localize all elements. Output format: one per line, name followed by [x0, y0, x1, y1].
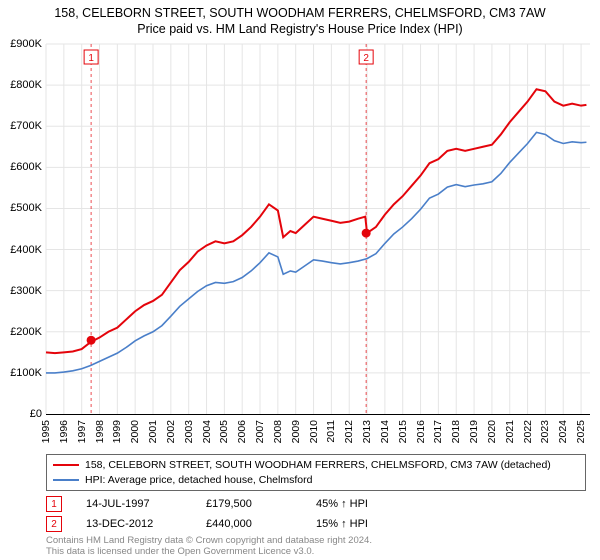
title-line-2: Price paid vs. HM Land Registry's House … [0, 22, 600, 38]
sale-row: 1 14-JUL-1997£179,50045% ↑ HPI [46, 494, 586, 514]
sales-table: 1 14-JUL-1997£179,50045% ↑ HPI 2 13-DEC-201… [46, 494, 586, 534]
x-tick-label: 2017 [432, 420, 444, 443]
y-tick-label: £200K [10, 326, 42, 338]
x-tick-label: 1995 [40, 420, 52, 443]
y-tick-label: £800K [10, 79, 42, 91]
plot-svg: 12 [46, 44, 590, 414]
title-block: 158, CELEBORN STREET, SOUTH WOODHAM FERR… [0, 0, 600, 37]
x-tick-label: 2020 [486, 420, 498, 443]
x-tick-label: 2016 [415, 420, 427, 443]
plot-area: 12 [46, 44, 590, 415]
x-tick-label: 2024 [557, 420, 569, 443]
x-tick-label: 2012 [343, 420, 355, 443]
x-tick-label: 2008 [272, 420, 284, 443]
sale-date: 14-JUL-1997 [86, 498, 206, 510]
attribution: Contains HM Land Registry data © Crown c… [46, 536, 372, 558]
y-tick-label: £900K [10, 38, 42, 50]
chart-container: 158, CELEBORN STREET, SOUTH WOODHAM FERR… [0, 0, 600, 560]
x-tick-label: 2021 [504, 420, 516, 443]
x-tick-label: 2022 [522, 420, 534, 443]
x-tick-label: 2019 [468, 420, 480, 443]
x-tick-label: 2001 [147, 420, 159, 443]
title-line-1: 158, CELEBORN STREET, SOUTH WOODHAM FERR… [0, 6, 600, 22]
x-tick-label: 2007 [254, 420, 266, 443]
y-tick-label: £100K [10, 367, 42, 379]
y-axis: £0£100K£200K£300K£400K£500K£600K£700K£80… [0, 44, 46, 414]
x-axis: 1995199619971998199920002001200220032004… [46, 414, 590, 454]
x-tick-label: 2003 [183, 420, 195, 443]
sale-diff: 45% ↑ HPI [316, 498, 368, 510]
sale-price: £179,500 [206, 498, 316, 510]
sale-marker-box: 1 [46, 496, 62, 512]
sale-date: 13-DEC-2012 [86, 518, 206, 530]
legend-row-property: 158, CELEBORN STREET, SOUTH WOODHAM FERR… [53, 458, 579, 473]
x-tick-label: 2014 [379, 420, 391, 443]
y-tick-label: £0 [30, 408, 42, 420]
svg-text:2: 2 [363, 53, 369, 64]
x-tick-label: 2005 [218, 420, 230, 443]
x-tick-label: 1998 [94, 420, 106, 443]
legend-swatch-hpi [53, 479, 79, 481]
x-tick-label: 2023 [539, 420, 551, 443]
sale-diff: 15% ↑ HPI [316, 518, 368, 530]
legend-label-hpi: HPI: Average price, detached house, Chel… [85, 473, 312, 488]
sale-marker-box: 2 [46, 516, 62, 532]
svg-text:1: 1 [88, 53, 94, 64]
legend-swatch-property [53, 464, 79, 466]
y-tick-label: £600K [10, 161, 42, 173]
x-tick-label: 2004 [201, 420, 213, 443]
x-tick-label: 2018 [450, 420, 462, 443]
legend-label-property: 158, CELEBORN STREET, SOUTH WOODHAM FERR… [85, 458, 551, 473]
x-tick-label: 2009 [290, 420, 302, 443]
x-tick-label: 2013 [361, 420, 373, 443]
x-tick-label: 1997 [76, 420, 88, 443]
x-tick-label: 2002 [165, 420, 177, 443]
x-tick-label: 2000 [129, 420, 141, 443]
sale-row: 2 13-DEC-2012£440,00015% ↑ HPI [46, 514, 586, 534]
x-tick-label: 2011 [325, 420, 337, 443]
y-tick-label: £400K [10, 244, 42, 256]
x-tick-label: 1996 [58, 420, 70, 443]
x-tick-label: 2006 [236, 420, 248, 443]
attribution-line-2: This data is licensed under the Open Gov… [46, 547, 372, 558]
x-tick-label: 2025 [575, 420, 587, 443]
x-tick-label: 2015 [397, 420, 409, 443]
y-tick-label: £500K [10, 202, 42, 214]
y-tick-label: £700K [10, 120, 42, 132]
sale-price: £440,000 [206, 518, 316, 530]
legend: 158, CELEBORN STREET, SOUTH WOODHAM FERR… [46, 454, 586, 491]
x-tick-label: 1999 [111, 420, 123, 443]
x-tick-label: 2010 [308, 420, 320, 443]
legend-row-hpi: HPI: Average price, detached house, Chel… [53, 473, 579, 488]
y-tick-label: £300K [10, 285, 42, 297]
